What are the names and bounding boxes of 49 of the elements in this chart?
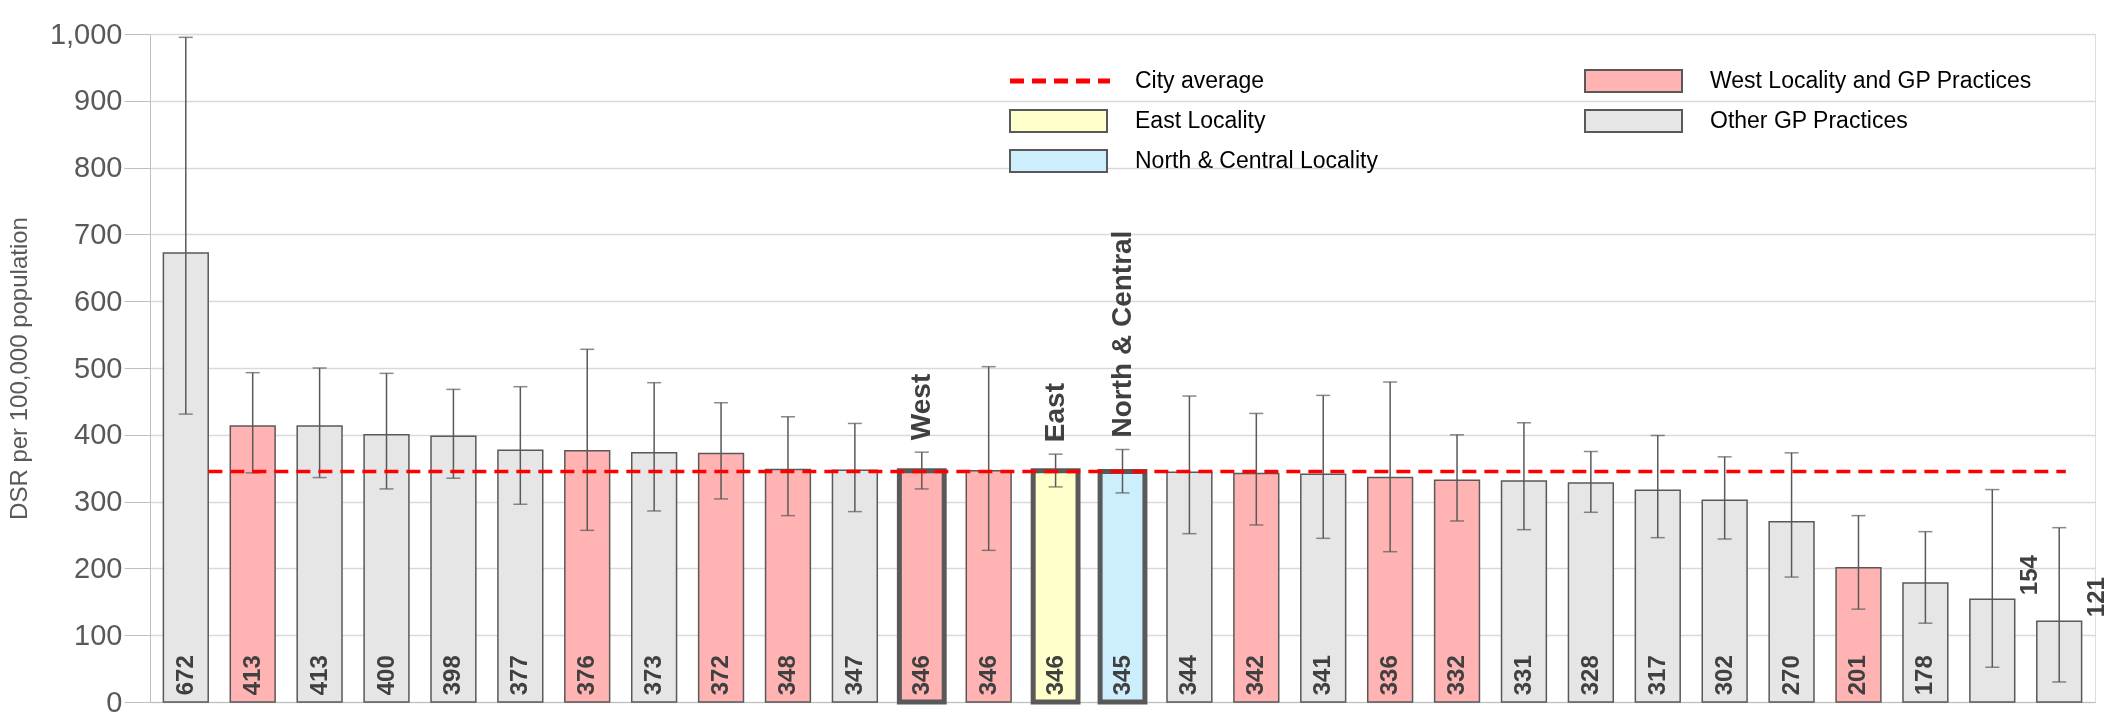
y-tick-label: 100 — [74, 618, 123, 651]
y-axis-title: DSR per 100,000 population — [4, 217, 32, 520]
x-tick-label: East — [1038, 383, 1070, 443]
y-tick-label: 800 — [74, 151, 123, 184]
y-tick-label: 900 — [74, 84, 123, 117]
data-label: 270 — [1776, 655, 1804, 696]
data-label: 377 — [505, 655, 533, 696]
legend-label: East Locality — [1135, 107, 1266, 133]
x-tick-label: West — [904, 373, 936, 441]
data-label: 121 — [2082, 577, 2110, 618]
data-label: 344 — [1174, 654, 1202, 696]
data-label: 341 — [1308, 655, 1336, 696]
legend-label: West Locality and GP Practices — [1710, 67, 2032, 93]
data-label: 328 — [1575, 655, 1603, 696]
data-label: 331 — [1508, 655, 1536, 696]
data-label: 348 — [772, 655, 800, 696]
y-tick-label: 500 — [74, 351, 123, 384]
x-tick-label: North & Central — [1105, 230, 1137, 438]
data-label: 413 — [304, 655, 332, 696]
data-label: 201 — [1843, 655, 1871, 696]
legend-label: City average — [1135, 67, 1265, 93]
legend-label: Other GP Practices — [1710, 107, 1908, 133]
data-label: 672 — [170, 655, 198, 696]
data-label: 336 — [1375, 655, 1403, 696]
data-label: 398 — [438, 655, 466, 696]
data-label: 413 — [237, 655, 265, 696]
y-tick-label: 300 — [74, 485, 123, 518]
data-label: 317 — [1642, 655, 1670, 696]
data-label: 332 — [1442, 655, 1470, 696]
data-label: 302 — [1709, 655, 1737, 696]
data-label: 376 — [572, 655, 600, 696]
data-label: 346 — [1040, 655, 1068, 696]
y-tick-label: 600 — [74, 284, 123, 317]
y-tick-label: 700 — [74, 217, 123, 250]
data-label: 347 — [839, 655, 867, 696]
data-label: 372 — [706, 655, 734, 696]
data-label: 346 — [906, 655, 934, 696]
data-label: 342 — [1241, 655, 1269, 696]
legend-label: North & Central Locality — [1135, 147, 1379, 173]
y-tick-label: 400 — [74, 418, 123, 451]
y-tick-label: 1,000 — [49, 17, 123, 50]
data-label: 400 — [371, 655, 399, 696]
y-tick-label: 200 — [74, 551, 123, 584]
y-tick-label: 0 — [106, 685, 123, 716]
data-label: 346 — [973, 655, 1001, 696]
data-label: 345 — [1107, 655, 1135, 696]
data-label: 178 — [1910, 655, 1938, 696]
data-label: 154 — [2015, 554, 2043, 596]
data-label: 373 — [639, 655, 667, 696]
